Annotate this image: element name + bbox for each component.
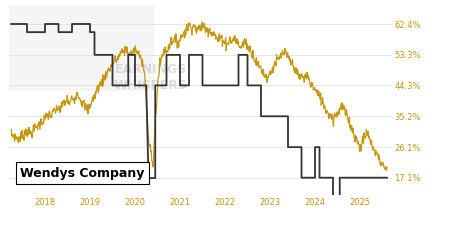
Text: EARNINGS
WHISPERS: EARNINGS WHISPERS <box>113 63 188 92</box>
Text: Wendys Company: Wendys Company <box>21 167 145 180</box>
Bar <box>9 5 154 90</box>
